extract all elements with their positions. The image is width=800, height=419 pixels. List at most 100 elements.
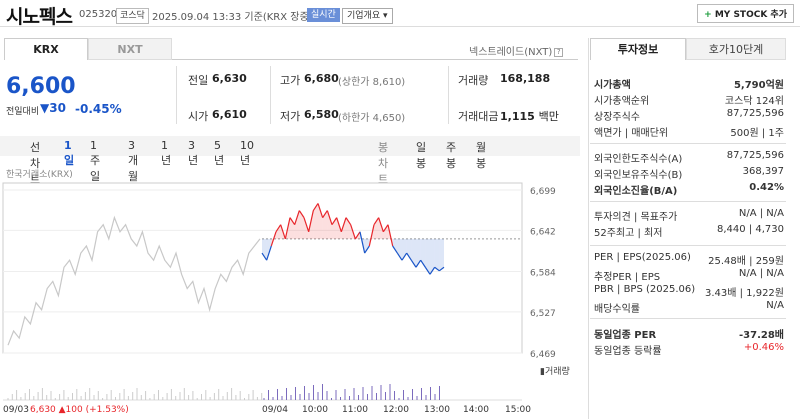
side-info-label: 외국인보유주식수(B) (594, 170, 683, 181)
side-info-value: -37.28배 (739, 330, 784, 341)
today-segment (359, 231, 366, 254)
today-segment (270, 231, 277, 247)
today-segment (298, 210, 305, 218)
today-segment (354, 231, 361, 240)
volume-label: 거래량 (458, 74, 489, 87)
today-area (294, 210, 300, 239)
side-info-label: 추정PER | EPS (594, 272, 661, 283)
today-area (430, 238, 435, 275)
plus-icon: + (704, 10, 712, 20)
today-area (299, 210, 304, 239)
today-segment (401, 252, 408, 261)
today-area (346, 217, 351, 239)
range-item[interactable]: 1주일 (90, 139, 101, 183)
add-mystock-button[interactable]: + MY STOCK 추가 (697, 4, 794, 23)
today-segment (294, 210, 300, 225)
candle-range-item[interactable]: 주봉 (446, 141, 457, 170)
company-overview-button[interactable]: 기업개요 ▾ (342, 8, 393, 24)
side-info-label: PBR | BPS (2025.06) (594, 284, 696, 295)
today-area (332, 217, 337, 239)
prev-close-label: 전일 (188, 74, 209, 87)
x-tick-label: 15:00 (505, 405, 531, 415)
side-info-label: 상장주식수 (594, 112, 640, 123)
today-area (420, 238, 426, 268)
candle-chart-toggle[interactable]: 봉차트 (378, 141, 389, 186)
side-info-value: 87,725,596 (726, 150, 784, 161)
y-tick-label: 6,642 (530, 227, 556, 237)
today-segment (406, 252, 412, 261)
today-segment (424, 266, 431, 275)
today-segment (331, 217, 338, 226)
today-segment (317, 203, 324, 218)
range-item[interactable]: 1년 (161, 139, 172, 167)
high-price: 6,680 (304, 72, 339, 85)
prev-close: 6,630 (212, 72, 247, 85)
today-segment (368, 224, 375, 247)
volume-label: ▮거래량 (540, 365, 570, 377)
y-tick-label: 6,469 (530, 350, 556, 360)
today-area (374, 217, 379, 239)
range-item[interactable]: 10년 (240, 139, 254, 167)
side-info-label: 시가총액 (594, 80, 631, 91)
today-area (392, 238, 398, 254)
today-segment (289, 217, 296, 226)
today-segment (429, 266, 436, 275)
side-info-label: 외국인소진율(B/A) (594, 186, 678, 197)
range-item[interactable]: 5년 (214, 139, 225, 167)
intraday-chart[interactable]: 6,699 6,642 6,584 6,527 6,469 ▮거래량 09/04 10:00 1… (0, 175, 580, 419)
today-segment (275, 224, 282, 233)
today-area (364, 238, 370, 254)
x-tick-label: 10:00 (302, 405, 328, 415)
amount-value: 1,115 백만 (500, 110, 559, 123)
range-item[interactable]: 3개월 (128, 139, 139, 183)
candle-range-item[interactable]: 월봉 (476, 141, 487, 170)
side-info-label: 52주최고 | 최저 (594, 228, 663, 239)
prev-day-date: 09/03 (3, 405, 29, 415)
today-area (406, 238, 412, 261)
tab-quote-10[interactable]: 호가10단계 (686, 38, 786, 60)
side-info-value: 500원 | 1주 (730, 128, 784, 139)
side-info-value: N/A | N/A (738, 268, 784, 279)
timestamp: 2025.09.04 13:33 기준(KRX 장중) (152, 12, 313, 23)
today-segment (284, 217, 291, 240)
line-chart-toggle[interactable]: 선차트 (30, 141, 41, 186)
open-label: 시가 (188, 110, 209, 123)
tab-invest-info[interactable]: 투자정보 (590, 38, 686, 60)
today-area (383, 224, 388, 239)
y-tick-label: 6,699 (530, 187, 556, 197)
side-info-label: 투자의견 | 목표주가 (594, 212, 678, 223)
range-item[interactable]: 1일 (64, 139, 75, 167)
x-tick-label: 12:00 (383, 405, 409, 415)
realtime-badge[interactable]: 실시간 (307, 8, 340, 22)
high-label: 고가 (280, 74, 301, 87)
range-item[interactable]: 3년 (188, 139, 199, 167)
today-segment (396, 252, 403, 261)
today-area (411, 238, 416, 268)
prev-day-price: 6,630 ▲100 (+1.53%) (30, 405, 129, 415)
open-price: 6,610 (212, 108, 247, 121)
market-badge: 코스닥 (116, 8, 149, 24)
today-segment (312, 203, 319, 211)
side-info-value: 5,790억원 (733, 80, 784, 91)
nextrade-link[interactable]: 넥스트레이드(NXT)? (469, 43, 564, 58)
candle-range-item[interactable]: 일봉 (416, 141, 427, 170)
y-tick-label: 6,527 (530, 309, 556, 319)
today-segment (434, 266, 440, 272)
today-segment (345, 217, 352, 226)
today-area (262, 238, 267, 261)
chart-exchange-label: 한국거래소(KRX) (6, 170, 73, 180)
today-area (402, 238, 407, 261)
tab-krx[interactable]: KRX (4, 38, 88, 60)
today-segment (266, 245, 272, 261)
side-info-value: +0.46% (743, 342, 784, 353)
today-segment (350, 224, 356, 240)
stock-code: 025320 (79, 9, 118, 20)
today-segment (308, 210, 314, 232)
lower-limit: (하한가 4,650) (338, 113, 406, 124)
today-segment (303, 217, 310, 233)
today-area (434, 238, 440, 271)
amount-label: 거래대금 (458, 110, 499, 123)
tab-nxt[interactable]: NXT (88, 38, 172, 60)
prev-day-series (7, 215, 261, 346)
side-info-value: 25.48배 | 259원 (708, 256, 784, 267)
